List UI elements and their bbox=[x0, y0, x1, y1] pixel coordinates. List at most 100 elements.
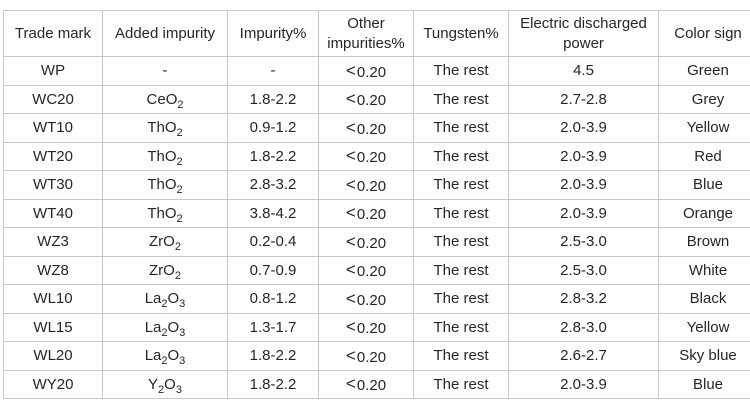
table-row: WP - - <0.20 The rest 4.5 Green bbox=[3, 56, 750, 86]
table-row: WZ3 ZrO2 0.2-0.4 <0.20 The rest 2.5-3.0 Brown bbox=[3, 227, 750, 257]
cell-color-sign: Blue bbox=[658, 369, 750, 399]
cell-added-impurity: La2O3 bbox=[102, 312, 228, 342]
cell-color-sign: Green bbox=[658, 56, 750, 86]
cell-color-sign: Black bbox=[658, 284, 750, 314]
cell-trade-mark: WL15 bbox=[3, 312, 103, 342]
cell-impurity-pct: 1.3-1.7 bbox=[227, 312, 319, 342]
cell-other-impurities-pct: <0.20 bbox=[318, 341, 414, 371]
cell-other-impurities-pct: <0.20 bbox=[318, 56, 414, 86]
table-row: WT40 ThO2 3.8-4.2 <0.20 The rest 2.0-3.9 Orang… bbox=[3, 198, 750, 228]
column-header-other-impurities-pct: Other impurities% bbox=[318, 10, 414, 57]
cell-electric-discharged-power: 2.5-3.0 bbox=[508, 255, 659, 285]
less-than-sign: < bbox=[345, 117, 357, 137]
cell-color-sign: Yellow bbox=[658, 113, 750, 143]
cell-added-impurity: ThO2 bbox=[102, 170, 228, 200]
cell-electric-discharged-power: 2.7-2.8 bbox=[508, 84, 659, 114]
cell-electric-discharged-power: 2.0-3.9 bbox=[508, 141, 659, 171]
cell-color-sign: Brown bbox=[658, 227, 750, 257]
table-row: WT20 ThO2 1.8-2.2 <0.20 The rest 2.0-3.9 Red bbox=[3, 141, 750, 171]
less-than-sign: < bbox=[345, 317, 357, 336]
cell-electric-discharged-power: 2.8-3.2 bbox=[508, 284, 659, 314]
cell-tungsten-pct: The rest bbox=[413, 312, 509, 342]
cell-trade-mark: WP bbox=[3, 56, 103, 86]
cell-tungsten-pct: The rest bbox=[413, 255, 509, 285]
header-row: Trade mark Added impurity Impurity% Other i… bbox=[3, 10, 750, 57]
cell-electric-discharged-power: 2.6-2.7 bbox=[508, 341, 659, 371]
cell-added-impurity: ThO2 bbox=[102, 198, 228, 228]
less-than-sign: < bbox=[345, 60, 357, 80]
cell-other-impurities-pct: <0.20 bbox=[318, 113, 414, 143]
table-header: Trade mark Added impurity Impurity% Other i… bbox=[3, 10, 750, 57]
cell-impurity-pct: 0.9-1.2 bbox=[227, 113, 319, 143]
cell-impurity-pct: 1.8-2.2 bbox=[227, 341, 319, 371]
cell-trade-mark: WL10 bbox=[3, 284, 103, 314]
less-than-sign: < bbox=[345, 89, 357, 108]
cell-tungsten-pct: The rest bbox=[413, 227, 509, 257]
cell-impurity-pct: 2.8-3.2 bbox=[227, 170, 319, 200]
table-body: WP - - <0.20 The rest 4.5 Green WC20 CeO2 1.8-2.2… bbox=[3, 56, 750, 399]
cell-tungsten-pct: The rest bbox=[413, 284, 509, 314]
cell-trade-mark: WY20 bbox=[3, 369, 103, 399]
table-row: WT30 ThO2 2.8-3.2 <0.20 The rest 2.0-3.9 Blue bbox=[3, 170, 750, 200]
cell-other-impurities-pct: <0.20 bbox=[318, 369, 414, 399]
table-row: WL20 La2O3 1.8-2.2 <0.20 The rest 2.6-2.7 Sky … bbox=[3, 341, 750, 371]
less-than-sign: < bbox=[345, 174, 357, 194]
cell-tungsten-pct: The rest bbox=[413, 56, 509, 86]
cell-color-sign: Sky blue bbox=[658, 341, 750, 371]
cell-color-sign: Yellow bbox=[658, 312, 750, 342]
table-row: WZ8 ZrO2 0.7-0.9 <0.20 The rest 2.5-3.0 White bbox=[3, 255, 750, 285]
cell-impurity-pct: 0.2-0.4 bbox=[227, 227, 319, 257]
cell-tungsten-pct: The rest bbox=[413, 84, 509, 114]
cell-color-sign: Red bbox=[658, 141, 750, 171]
table-row: WL15 La2O3 1.3-1.7 <0.20 The rest 2.8-3.0 Yell… bbox=[3, 312, 750, 342]
cell-other-impurities-pct: <0.20 bbox=[318, 284, 414, 314]
table-row: WT10 ThO2 0.9-1.2 <0.20 The rest 2.0-3.9 Yello… bbox=[3, 113, 750, 143]
cell-trade-mark: WZ3 bbox=[3, 227, 103, 257]
cell-electric-discharged-power: 4.5 bbox=[508, 56, 659, 86]
cell-trade-mark: WT10 bbox=[3, 113, 103, 143]
cell-impurity-pct: 0.7-0.9 bbox=[227, 255, 319, 285]
cell-color-sign: Grey bbox=[658, 84, 750, 114]
table-row: WY20 Y2O3 1.8-2.2 <0.20 The rest 2.0-3.9 Blue bbox=[3, 369, 750, 399]
column-header-trade-mark: Trade mark bbox=[3, 10, 103, 57]
column-header-impurity-pct: Impurity% bbox=[227, 10, 319, 57]
cell-other-impurities-pct: <0.20 bbox=[318, 141, 414, 171]
cell-added-impurity: ZrO2 bbox=[102, 255, 228, 285]
cell-trade-mark: WT40 bbox=[3, 198, 103, 228]
cell-tungsten-pct: The rest bbox=[413, 341, 509, 371]
cell-tungsten-pct: The rest bbox=[413, 198, 509, 228]
cell-impurity-pct: 1.8-2.2 bbox=[227, 369, 319, 399]
cell-tungsten-pct: The rest bbox=[413, 141, 509, 171]
column-header-color-sign: Color sign bbox=[658, 10, 750, 57]
cell-other-impurities-pct: <0.20 bbox=[318, 255, 414, 285]
cell-tungsten-pct: The rest bbox=[413, 170, 509, 200]
cell-added-impurity: La2O3 bbox=[102, 284, 228, 314]
cell-electric-discharged-power: 2.8-3.0 bbox=[508, 312, 659, 342]
cell-impurity-pct: 1.8-2.2 bbox=[227, 141, 319, 171]
cell-other-impurities-pct: <0.20 bbox=[318, 84, 414, 114]
cell-electric-discharged-power: 2.0-3.9 bbox=[508, 369, 659, 399]
cell-tungsten-pct: The rest bbox=[413, 113, 509, 143]
cell-color-sign: Blue bbox=[658, 170, 750, 200]
cell-added-impurity: ThO2 bbox=[102, 113, 228, 143]
cell-electric-discharged-power: 2.0-3.9 bbox=[508, 198, 659, 228]
cell-trade-mark: WC20 bbox=[3, 84, 103, 114]
column-header-tungsten-pct: Tungsten% bbox=[413, 10, 509, 57]
less-than-sign: < bbox=[345, 231, 357, 251]
cell-added-impurity: ThO2 bbox=[102, 141, 228, 171]
cell-trade-mark: WT20 bbox=[3, 141, 103, 171]
cell-other-impurities-pct: <0.20 bbox=[318, 227, 414, 257]
cell-added-impurity: La2O3 bbox=[102, 341, 228, 371]
cell-electric-discharged-power: 2.0-3.9 bbox=[508, 170, 659, 200]
less-than-sign: < bbox=[345, 146, 357, 165]
less-than-sign: < bbox=[345, 345, 357, 365]
cell-trade-mark: WL20 bbox=[3, 341, 103, 371]
less-than-sign: < bbox=[345, 260, 357, 279]
cell-other-impurities-pct: <0.20 bbox=[318, 170, 414, 200]
table-row: WL10 La2O3 0.8-1.2 <0.20 The rest 2.8-3.2 Blac… bbox=[3, 284, 750, 314]
cell-trade-mark: WT30 bbox=[3, 170, 103, 200]
cell-added-impurity: ZrO2 bbox=[102, 227, 228, 257]
cell-trade-mark: WZ8 bbox=[3, 255, 103, 285]
column-header-electric-discharged-power: Electric discharged power bbox=[508, 10, 659, 57]
